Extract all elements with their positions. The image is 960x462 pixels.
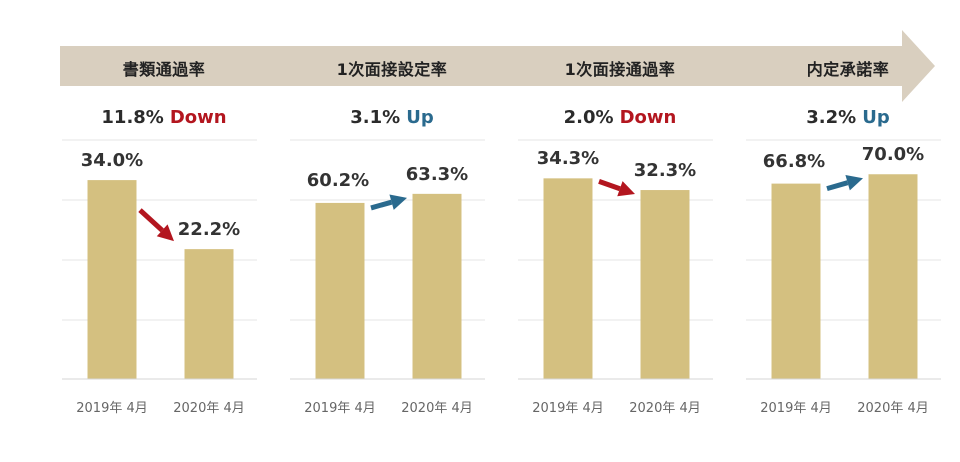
bar-chart-panel: 34.0% 22.2% 2019年 4月 2020年 4月 <box>62 135 257 420</box>
change-direction: Up <box>862 107 890 128</box>
trend-arrow-shaft <box>598 178 621 192</box>
x-tick-label: 2019年 4月 <box>304 401 376 416</box>
bar <box>184 249 234 379</box>
trend-arrow-shaft <box>370 199 393 211</box>
change-direction: Up <box>406 107 434 128</box>
change-direction: Down <box>619 107 677 128</box>
stage-title: 1次面接通過率 <box>564 60 676 79</box>
bar-chart-svg <box>518 139 713 380</box>
change-value: 2.0% <box>563 107 614 128</box>
x-tick-label: 2020年 4月 <box>857 401 929 416</box>
banner-arrow-shape <box>60 30 935 102</box>
change-value: 3.2% <box>806 107 857 128</box>
bar <box>640 190 690 379</box>
trend-arrow-shaft <box>138 208 164 233</box>
bar <box>87 180 137 379</box>
value-label: 34.3% <box>536 148 600 170</box>
stage-title: 1次面接設定率 <box>336 60 448 79</box>
bar <box>315 202 365 379</box>
x-tick-label: 2019年 4月 <box>532 401 604 416</box>
bar-chart-svg <box>290 139 485 380</box>
bar <box>868 174 918 379</box>
value-label: 32.3% <box>633 160 697 182</box>
x-tick-label: 2020年 4月 <box>629 401 701 416</box>
change-direction: Down <box>169 107 227 128</box>
change-value: 3.1% <box>350 107 401 128</box>
stage-title: 書類通過率 <box>122 60 206 79</box>
value-label: 60.2% <box>306 169 370 191</box>
value-label: 63.3% <box>405 163 469 185</box>
x-tick-label: 2020年 4月 <box>173 401 245 416</box>
value-label: 34.0% <box>80 150 144 172</box>
value-label: 70.0% <box>861 144 925 166</box>
x-tick-label: 2019年 4月 <box>76 401 148 416</box>
change-summary: 3.2% Up <box>734 107 960 128</box>
change-summary: 11.8% Down <box>50 107 278 128</box>
bar <box>771 183 821 379</box>
change-summary: 2.0% Down <box>506 107 734 128</box>
bar <box>543 178 593 379</box>
change-summary: 3.1% Up <box>278 107 506 128</box>
stage-title: 内定承諾率 <box>806 60 890 79</box>
down-arrow-icon <box>617 181 635 197</box>
x-tick-label: 2019年 4月 <box>760 401 832 416</box>
value-label: 22.2% <box>177 219 241 241</box>
process-arrow-banner <box>60 30 935 102</box>
x-tick-label: 2020年 4月 <box>401 401 473 416</box>
value-label: 66.8% <box>762 150 826 172</box>
bar-chart-svg <box>62 139 257 380</box>
up-arrow-icon <box>389 194 407 210</box>
bar-chart-panel: 34.3% 32.3% 2019年 4月 2020年 4月 <box>518 135 713 420</box>
bar <box>412 193 462 379</box>
bar-chart-panel: 60.2% 63.3% 2019年 4月 2020年 4月 <box>290 135 485 420</box>
bar-chart-panel: 66.8% 70.0% 2019年 4月 2020年 4月 <box>746 135 941 420</box>
up-arrow-icon <box>845 174 863 191</box>
down-arrow-icon <box>156 224 174 242</box>
change-value: 11.8% <box>101 107 164 128</box>
trend-arrow-shaft <box>826 180 849 192</box>
bar-chart-svg <box>746 139 941 380</box>
